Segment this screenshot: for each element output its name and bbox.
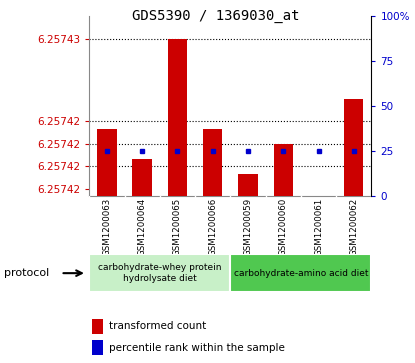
- Text: GSM1200060: GSM1200060: [279, 198, 288, 256]
- Bar: [168, 39, 187, 196]
- Text: GSM1200061: GSM1200061: [314, 198, 323, 256]
- Bar: [344, 99, 364, 196]
- Text: carbohydrate-amino acid diet: carbohydrate-amino acid diet: [234, 269, 368, 278]
- Text: GSM1200063: GSM1200063: [103, 198, 111, 256]
- Bar: [92, 340, 103, 355]
- Text: GSM1200062: GSM1200062: [349, 198, 358, 256]
- Text: GSM1200059: GSM1200059: [244, 198, 252, 256]
- Bar: [89, 254, 230, 292]
- Bar: [203, 129, 222, 196]
- Bar: [238, 174, 258, 196]
- Bar: [132, 159, 152, 196]
- Bar: [97, 129, 117, 196]
- Text: percentile rank within the sample: percentile rank within the sample: [109, 343, 285, 352]
- Text: GSM1200066: GSM1200066: [208, 198, 217, 256]
- Text: GSM1200064: GSM1200064: [138, 198, 146, 256]
- Bar: [92, 319, 103, 334]
- Text: GSM1200065: GSM1200065: [173, 198, 182, 256]
- Text: GDS5390 / 1369030_at: GDS5390 / 1369030_at: [132, 9, 300, 23]
- Bar: [273, 144, 293, 196]
- Bar: [230, 254, 371, 292]
- Text: carbohydrate-whey protein
hydrolysate diet: carbohydrate-whey protein hydrolysate di…: [98, 264, 222, 283]
- Text: transformed count: transformed count: [109, 321, 206, 331]
- Text: protocol: protocol: [4, 268, 49, 278]
